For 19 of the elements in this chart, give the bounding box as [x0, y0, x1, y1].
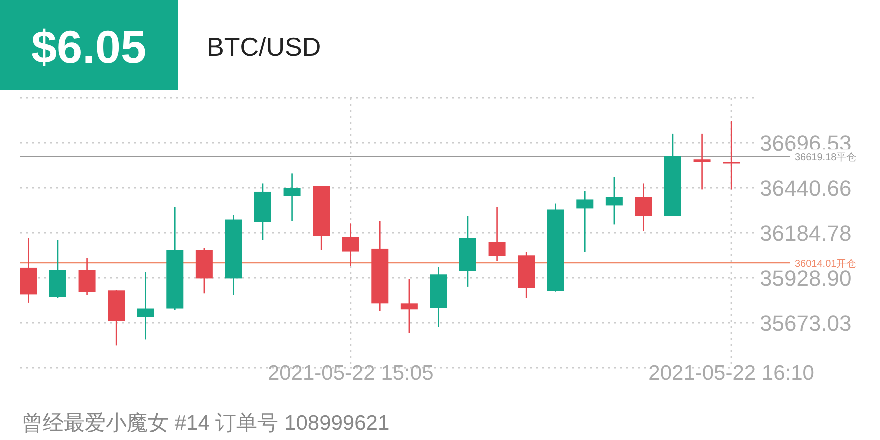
candlestick: [694, 133, 711, 190]
y-tick-label: 36440.66: [760, 176, 852, 201]
candlestick: [576, 190, 594, 253]
candlestick: [606, 176, 623, 226]
chart-title: BTC/USD: [207, 32, 322, 62]
text: 曾经最爱小魔女 #14 订单号 108999621: [22, 412, 390, 435]
candlestick: [400, 278, 418, 334]
x-tick-label: 2021-05-22 16:10: [648, 362, 814, 385]
candlestick: [78, 257, 96, 296]
x-tick-label: 2021-05-22 15:05: [268, 362, 434, 385]
candlestick: [488, 206, 506, 262]
y-tick-label: 35673.03: [760, 311, 852, 336]
text: $6.05: [31, 21, 147, 73]
candlestick: [635, 183, 652, 232]
candlestick: [284, 173, 301, 222]
candlestick: [342, 222, 360, 268]
ref-line-label: 36014.01开仓: [795, 258, 857, 270]
y-tick-label: 36184.78: [760, 221, 852, 246]
candlestick: [137, 272, 154, 340]
